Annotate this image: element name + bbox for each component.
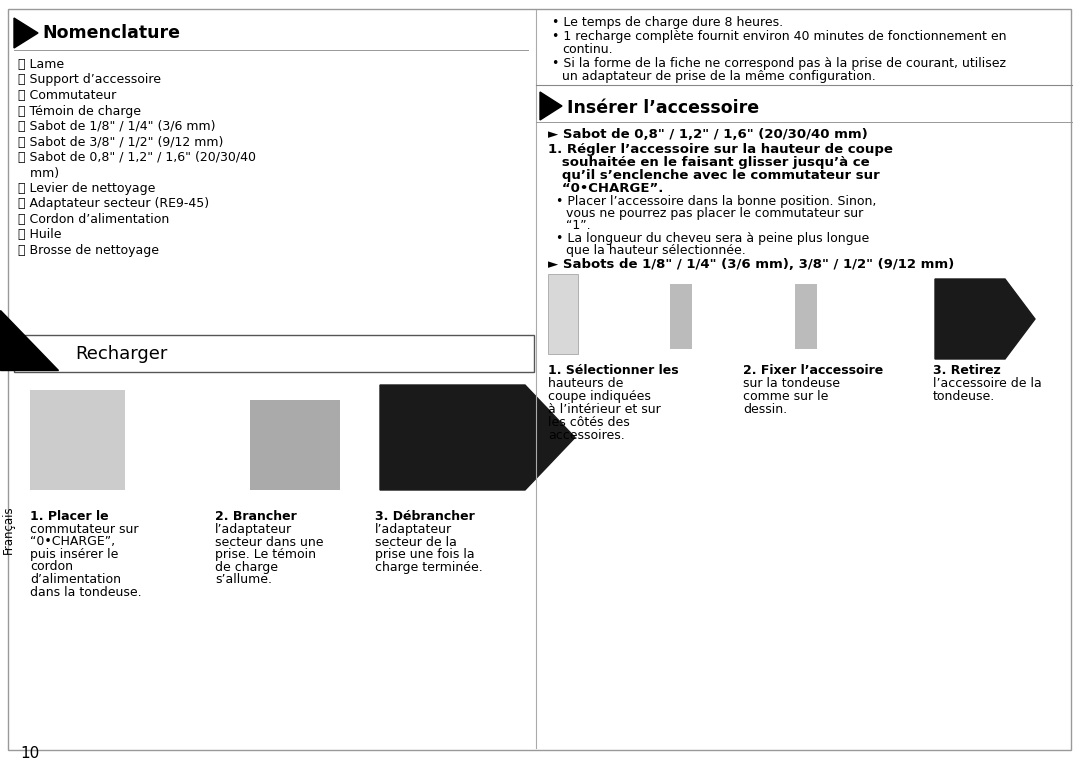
Text: 3. Débrancher: 3. Débrancher <box>375 510 475 523</box>
Text: “0•CHARGE”.: “0•CHARGE”. <box>548 182 663 195</box>
Text: “0•CHARGE”,: “0•CHARGE”, <box>30 536 116 549</box>
Text: dessin.: dessin. <box>743 403 787 416</box>
Text: 1. Régler l’accessoire sur la hauteur de coupe: 1. Régler l’accessoire sur la hauteur de… <box>548 143 893 156</box>
Text: Ⓛ Brosse de nettoyage: Ⓛ Brosse de nettoyage <box>18 244 159 257</box>
Text: Recharger: Recharger <box>75 345 167 363</box>
Text: • 1 recharge complète fournit environ 40 minutes de fonctionnement en: • 1 recharge complète fournit environ 40… <box>552 30 1007 43</box>
Polygon shape <box>540 92 562 120</box>
Text: Nomenclature: Nomenclature <box>42 24 180 42</box>
Text: ► Sabot de 0,8" / 1,2" / 1,6" (20/30/40 mm): ► Sabot de 0,8" / 1,2" / 1,6" (20/30/40 … <box>548 128 867 141</box>
Text: Charge: Charge <box>18 282 64 330</box>
Bar <box>670 284 692 349</box>
Polygon shape <box>14 18 38 48</box>
Text: mm): mm) <box>18 166 59 179</box>
Text: commutateur sur: commutateur sur <box>30 523 138 536</box>
Text: souhaitée en le faisant glisser jusqu’à ce: souhaitée en le faisant glisser jusqu’à … <box>548 156 869 169</box>
Text: un adaptateur de prise de la même configuration.: un adaptateur de prise de la même config… <box>562 70 876 83</box>
Bar <box>249 400 340 490</box>
Text: 2. Fixer l’accessoire: 2. Fixer l’accessoire <box>743 364 883 377</box>
Polygon shape <box>0 310 58 370</box>
Bar <box>14 335 534 372</box>
Text: • Si la forme de la fiche ne correspond pas à la prise de courant, utilisez: • Si la forme de la fiche ne correspond … <box>552 57 1005 70</box>
Text: l’accessoire de la: l’accessoire de la <box>933 377 1042 390</box>
Text: comme sur le: comme sur le <box>743 390 828 403</box>
Polygon shape <box>380 385 575 490</box>
Text: Insérer l’accessoire: Insérer l’accessoire <box>567 99 759 117</box>
Text: • Le temps de charge dure 8 heures.: • Le temps de charge dure 8 heures. <box>552 16 783 29</box>
Text: accessoires.: accessoires. <box>548 429 624 442</box>
Text: hauteurs de: hauteurs de <box>548 377 623 390</box>
Text: 1. Placer le: 1. Placer le <box>30 510 109 523</box>
Text: prise une fois la: prise une fois la <box>375 548 474 561</box>
Bar <box>380 385 525 490</box>
Text: Français: Français <box>1 505 14 554</box>
Bar <box>30 390 125 490</box>
Text: l’adaptateur: l’adaptateur <box>375 523 453 536</box>
Text: de charge: de charge <box>215 560 278 574</box>
Text: Ⓗ Levier de nettoyage: Ⓗ Levier de nettoyage <box>18 182 156 195</box>
Text: Ⓙ Cordon d’alimentation: Ⓙ Cordon d’alimentation <box>18 213 170 226</box>
Text: sur la tondeuse: sur la tondeuse <box>743 377 840 390</box>
Text: 1. Sélectionner les: 1. Sélectionner les <box>548 364 678 377</box>
Text: Ⓓ Témoin de charge: Ⓓ Témoin de charge <box>18 105 141 118</box>
Text: • La longueur du cheveu sera à peine plus longue: • La longueur du cheveu sera à peine plu… <box>556 232 869 245</box>
Bar <box>548 274 578 354</box>
Polygon shape <box>935 279 1035 359</box>
Text: prise. Le témoin: prise. Le témoin <box>215 548 316 561</box>
Text: 10: 10 <box>21 746 39 759</box>
Text: Ⓒ Commutateur: Ⓒ Commutateur <box>18 89 117 102</box>
Text: Ⓘ Adaptateur secteur (RE9-45): Ⓘ Adaptateur secteur (RE9-45) <box>18 197 210 210</box>
Text: puis insérer le: puis insérer le <box>30 548 119 561</box>
Text: secteur de la: secteur de la <box>375 536 457 549</box>
Bar <box>795 284 816 349</box>
Text: tondeuse.: tondeuse. <box>933 390 996 403</box>
Text: • Placer l’accessoire dans la bonne position. Sinon,: • Placer l’accessoire dans la bonne posi… <box>556 195 876 208</box>
Text: charge terminée.: charge terminée. <box>375 560 483 574</box>
Text: coupe indiquées: coupe indiquées <box>548 390 651 403</box>
Text: continu.: continu. <box>562 43 612 56</box>
Text: Ⓖ Sabot de 0,8" / 1,2" / 1,6" (20/30/40: Ⓖ Sabot de 0,8" / 1,2" / 1,6" (20/30/40 <box>18 151 256 164</box>
Text: vous ne pourrez pas placer le commutateur sur: vous ne pourrez pas placer le commutateu… <box>566 207 863 220</box>
Text: s’allume.: s’allume. <box>215 573 272 586</box>
Text: cordon: cordon <box>30 560 73 574</box>
Text: Ⓑ Support d’accessoire: Ⓑ Support d’accessoire <box>18 74 161 87</box>
Text: que la hauteur sélectionnée.: que la hauteur sélectionnée. <box>566 244 746 257</box>
Text: Ⓔ Sabot de 1/8" / 1/4" (3/6 mm): Ⓔ Sabot de 1/8" / 1/4" (3/6 mm) <box>18 120 216 133</box>
Text: 2. Brancher: 2. Brancher <box>215 510 297 523</box>
Text: à l’intérieur et sur: à l’intérieur et sur <box>548 403 661 416</box>
Text: Ⓚ Huile: Ⓚ Huile <box>18 228 62 241</box>
Text: l’adaptateur: l’adaptateur <box>215 523 292 536</box>
Text: qu’il s’enclenche avec le commutateur sur: qu’il s’enclenche avec le commutateur su… <box>548 169 880 182</box>
Text: dans la tondeuse.: dans la tondeuse. <box>30 585 141 599</box>
Text: secteur dans une: secteur dans une <box>215 536 324 549</box>
Text: Ⓐ Lame: Ⓐ Lame <box>18 58 64 71</box>
Text: les côtés des: les côtés des <box>548 416 630 429</box>
Text: “1”.: “1”. <box>566 219 591 232</box>
Text: d’alimentation: d’alimentation <box>30 573 121 586</box>
Text: ► Sabots de 1/8" / 1/4" (3/6 mm), 3/8" / 1/2" (9/12 mm): ► Sabots de 1/8" / 1/4" (3/6 mm), 3/8" /… <box>548 258 955 271</box>
Text: Ⓕ Sabot de 3/8" / 1/2" (9/12 mm): Ⓕ Sabot de 3/8" / 1/2" (9/12 mm) <box>18 136 224 149</box>
Text: 3. Retirez: 3. Retirez <box>933 364 1001 377</box>
